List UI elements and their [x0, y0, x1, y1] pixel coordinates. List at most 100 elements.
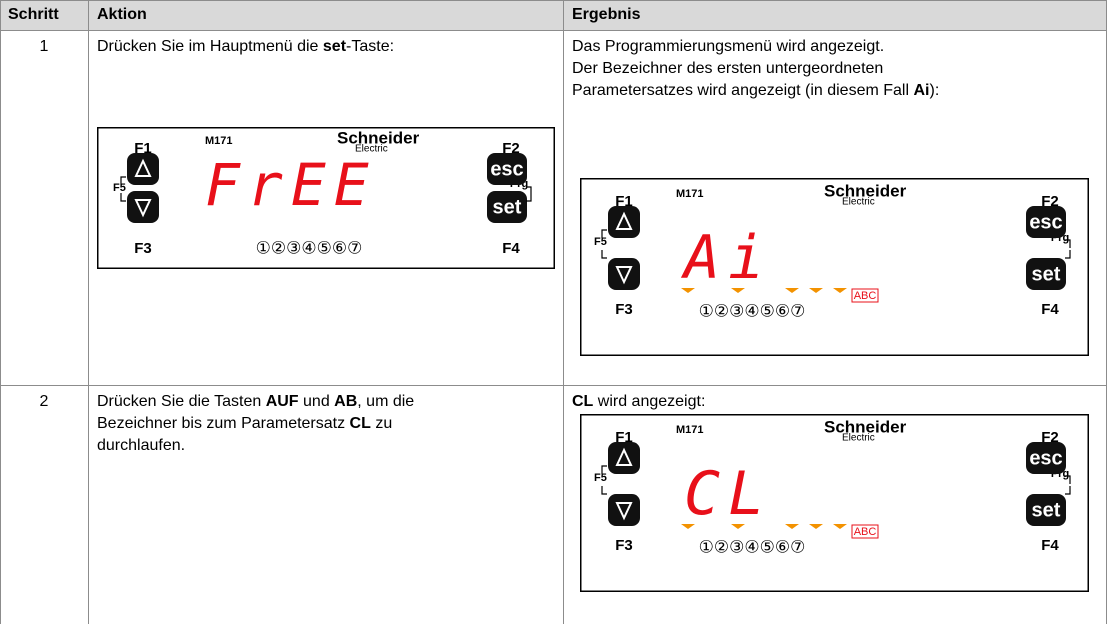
text-line: Drücken Sie die Tasten AUF und AB, um di… [97, 391, 414, 413]
key-label: F3 [615, 537, 633, 554]
model-label: M171 [205, 135, 233, 147]
button-label: esc [1029, 211, 1062, 233]
header-cell-text: Schritt [8, 6, 59, 23]
text: Drücken Sie im Hauptmenü die [97, 38, 323, 55]
text: Drücken Sie die Tasten [97, 393, 266, 410]
brand-label: Schneider [824, 181, 907, 200]
button-label: esc [490, 158, 523, 180]
segment-dash [731, 288, 745, 293]
bracket [120, 176, 532, 202]
device-display: F1F2F3F4F5PrgM171SchneiderElectricescset… [97, 127, 555, 269]
device-frame [580, 414, 1089, 592]
abc-label: ABC [854, 526, 877, 538]
abc-box [851, 524, 879, 539]
up-arrow [615, 447, 633, 466]
text-line: Parametersatzes wird angezeigt (in diese… [572, 80, 939, 102]
bold-text: set [322, 38, 347, 55]
led-indicators: ①②③④⑤⑥⑦ [699, 301, 806, 320]
key-label: F2 [1041, 193, 1059, 210]
down-button [127, 191, 159, 223]
key-label: F1 [615, 429, 633, 446]
bold-text: AUF [265, 393, 299, 410]
key-label: F3 [134, 240, 152, 257]
display-text: CL [684, 459, 772, 529]
bracket [601, 229, 1071, 259]
text-line: Drücken Sie im Hauptmenü die set-Taste: [97, 36, 394, 58]
brand-sub-label: Electric [842, 433, 875, 444]
text: wird angezeigt: [593, 393, 706, 410]
text: Das Programmierungsmenü wird angezeigt. [572, 38, 885, 55]
table-cell [88, 0, 563, 30]
text: Parametersatzes wird angezeigt (in diese… [572, 82, 914, 99]
set-button [1026, 258, 1066, 290]
led-indicators: ①②③④⑤⑥⑦ [256, 238, 363, 257]
brand-label: Schneider [824, 417, 907, 436]
device-frame [97, 127, 555, 269]
table-cell [0, 0, 88, 30]
down-arrow [134, 199, 152, 218]
down-arrow [615, 502, 633, 521]
header-cell-text: Ergebnis [572, 6, 641, 23]
key-label: F5 [594, 472, 607, 484]
up-arrow [615, 211, 633, 230]
bold-text: CL [572, 393, 594, 410]
esc-button [1026, 442, 1066, 474]
text: Der Bezeichner des ersten untergeordnete… [572, 60, 884, 77]
key-label: F4 [1041, 537, 1059, 554]
segment-dash [833, 288, 847, 293]
segment-dash [731, 524, 745, 529]
abc-label: ABC [854, 290, 877, 302]
text-line: Der Bezeichner des ersten untergeordnete… [572, 58, 883, 80]
table-cell [0, 30, 88, 385]
text: -Taste: [346, 38, 395, 55]
text-line: Das Programmierungsmenü wird angezeigt. [572, 36, 884, 58]
button-label: set [493, 196, 522, 218]
set-button [1026, 494, 1066, 526]
key-label: F4 [1041, 301, 1059, 318]
segment-dash [785, 288, 799, 293]
step-number: 2 [39, 393, 49, 410]
bold-text: CL [349, 415, 371, 432]
brand-label: Schneider [337, 128, 420, 147]
brand-sub-label: Electric [842, 197, 875, 208]
model-label: M171 [676, 188, 704, 200]
bracket [601, 465, 1071, 495]
button-label: set [1032, 499, 1061, 521]
set-button [487, 191, 527, 223]
esc-button [1026, 206, 1066, 238]
key-label: F5 [594, 236, 607, 248]
up-arrow [134, 158, 152, 177]
table-cell [563, 0, 1107, 30]
model-label: M171 [676, 424, 704, 436]
segment-dash [785, 524, 799, 529]
up-button [608, 206, 640, 238]
table-cell [88, 30, 563, 385]
key-label: F1 [615, 193, 633, 210]
bold-text: Ai [913, 82, 930, 99]
device-frame [580, 178, 1089, 356]
brand-sub-label: Electric [355, 144, 388, 155]
key-label: F1 [134, 140, 152, 157]
table-cell [0, 385, 88, 624]
segment-dash [681, 288, 695, 293]
text: zu [370, 415, 393, 432]
text: und [298, 393, 335, 410]
segment-dash [809, 288, 823, 293]
text: durchlaufen. [97, 437, 186, 454]
button-label: set [1032, 263, 1061, 285]
key-label: F4 [502, 240, 520, 257]
key-label: F3 [615, 301, 633, 318]
text-line: Bezeichner bis zum Parametersatz CL zu [97, 413, 392, 435]
header-cell-text: Aktion [97, 6, 147, 23]
key-label: F2 [502, 140, 520, 157]
text: , um die [357, 393, 415, 410]
key-label: F2 [1041, 429, 1059, 446]
display-text: FrEE [205, 151, 377, 219]
display-text: Ai [680, 223, 772, 293]
step-number: 1 [39, 38, 49, 55]
up-button [127, 153, 159, 185]
abc-box [851, 288, 879, 303]
